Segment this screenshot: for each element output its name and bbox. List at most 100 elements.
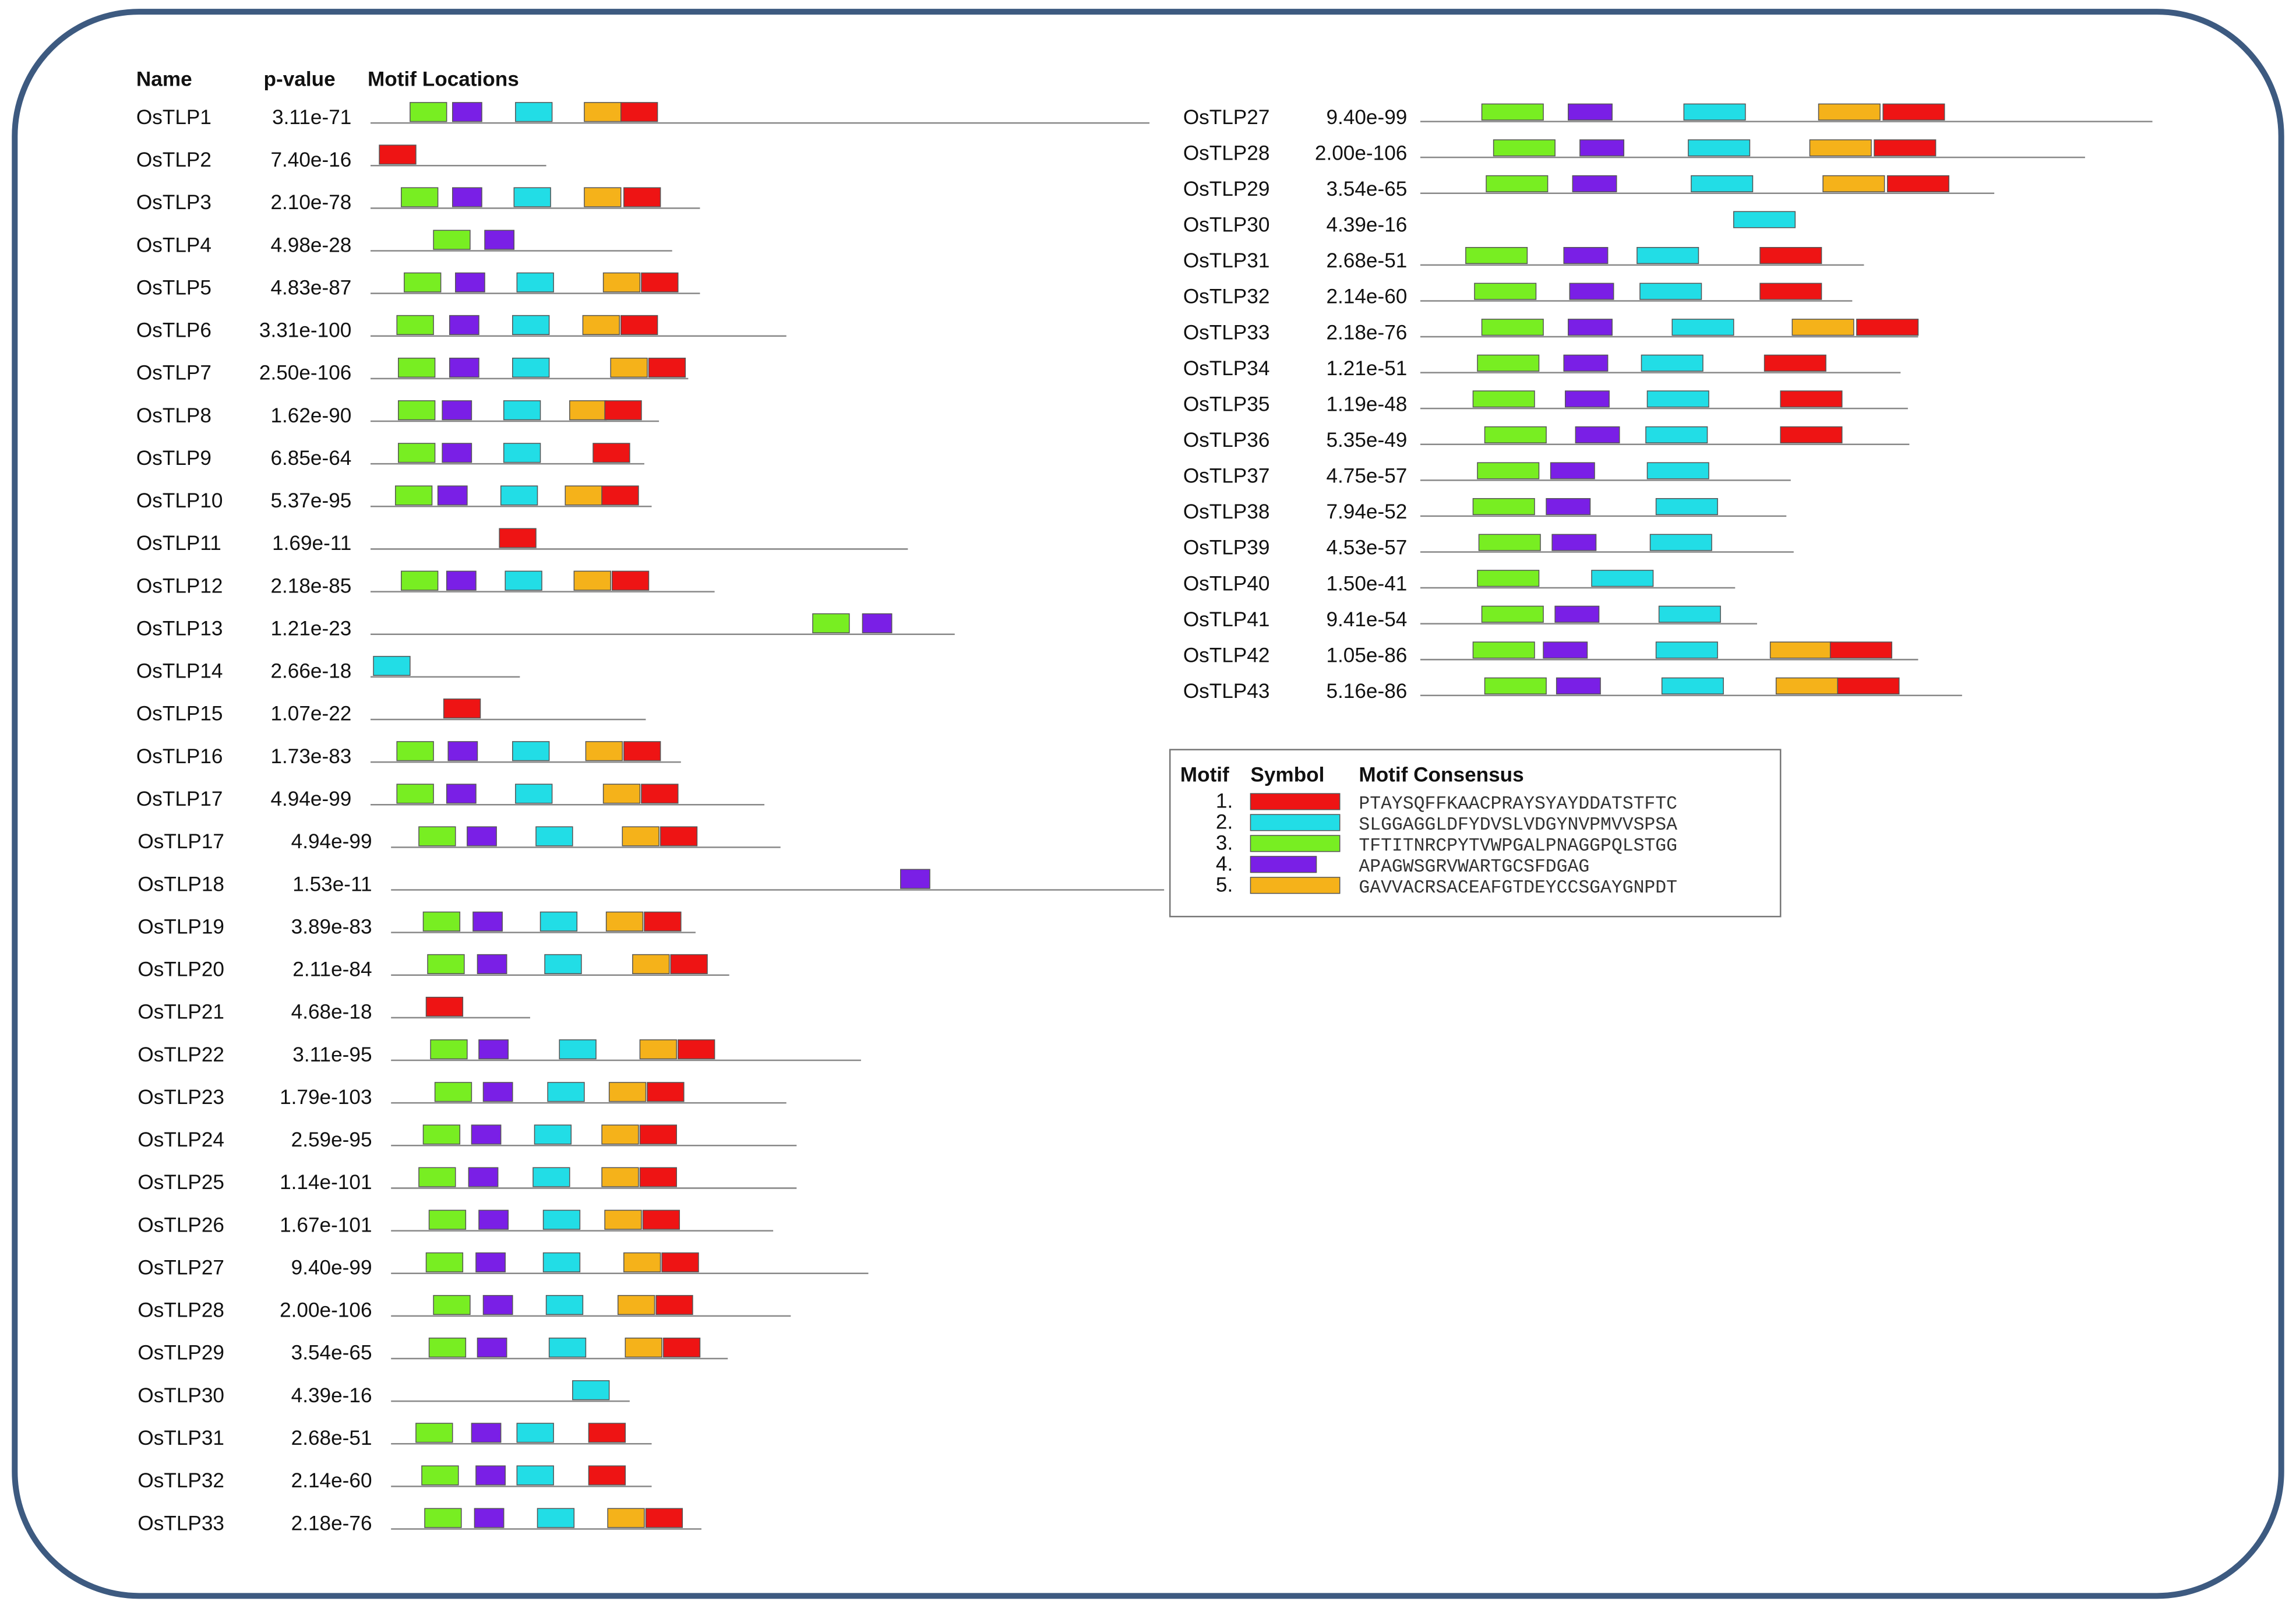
motif-box <box>1646 462 1709 479</box>
motif-box <box>422 1124 461 1145</box>
motif-box <box>1465 246 1528 264</box>
p-value: 4.94e-99 <box>270 788 351 810</box>
gene-name: OsTLP38 <box>1183 500 1270 523</box>
motif-box <box>475 1465 506 1486</box>
motif-box <box>1637 246 1699 264</box>
p-value: 3.31e-100 <box>259 319 351 342</box>
column-header: Name <box>136 68 192 91</box>
motif-number: 1. <box>1216 790 1233 813</box>
motif-box <box>428 1338 467 1358</box>
motif-box <box>418 1167 456 1187</box>
motif-consensus: APAGWSGRVWARTGCSFDGAG <box>1359 857 1589 877</box>
p-value: 6.85e-64 <box>270 447 351 470</box>
motif-box <box>418 826 456 846</box>
gene-name: OsTLP32 <box>1183 285 1270 308</box>
p-value: 4.98e-28 <box>270 234 351 256</box>
p-value: 4.68e-18 <box>291 1001 372 1024</box>
motif-box <box>516 1465 554 1486</box>
motif-box <box>475 1252 506 1272</box>
p-value: 3.54e-65 <box>1326 178 1407 200</box>
gene-name: OsTLP29 <box>137 1342 224 1364</box>
motif-box <box>1568 319 1613 336</box>
motif-box <box>565 485 602 506</box>
motif-box <box>584 102 622 122</box>
motif-box <box>1688 139 1751 157</box>
p-value: 2.50e-106 <box>259 362 351 385</box>
p-value: 9.40e-99 <box>1326 106 1407 129</box>
motif-box <box>670 954 708 975</box>
motif-box <box>443 699 481 719</box>
motif-box <box>1579 139 1625 157</box>
motif-box <box>585 741 623 761</box>
motif-box <box>1775 677 1838 694</box>
gene-name: OsTLP43 <box>1183 680 1270 703</box>
motif-box <box>622 826 659 846</box>
p-value: 2.11e-84 <box>292 958 372 981</box>
gene-name: OsTLP41 <box>1183 608 1270 631</box>
motif-box <box>1639 283 1702 300</box>
motif-consensus: PTAYSQFFKAACPRAYSYAYDDATSTFTC <box>1359 794 1677 814</box>
gene-name: OsTLP8 <box>136 404 211 427</box>
motif-box <box>422 911 461 932</box>
motif-box <box>661 1252 699 1272</box>
motif-box <box>379 144 417 165</box>
gene-name: OsTLP1 <box>136 106 211 129</box>
p-value: 4.75e-57 <box>1326 465 1407 488</box>
gene-name: OsTLP36 <box>1183 429 1270 451</box>
gene-name: OsTLP39 <box>1183 537 1270 559</box>
motif-symbol <box>1250 856 1317 873</box>
p-value: 1.62e-90 <box>270 404 351 427</box>
motif-box <box>401 570 439 591</box>
motif-box <box>1554 605 1600 623</box>
motif-box <box>610 357 648 378</box>
motif-box <box>449 315 479 336</box>
gene-name: OsTLP34 <box>1183 357 1270 380</box>
motif-box <box>601 1124 639 1145</box>
motif-box <box>1481 103 1544 121</box>
motif-box <box>447 741 478 761</box>
motif-box <box>500 485 538 506</box>
motif-box <box>1572 175 1617 192</box>
motif-box <box>1671 319 1734 336</box>
motif-box <box>434 1082 472 1102</box>
p-value: 2.18e-76 <box>291 1512 372 1535</box>
p-value: 9.40e-99 <box>291 1256 372 1279</box>
gene-name: OsTLP14 <box>136 660 223 683</box>
motif-box <box>573 570 611 591</box>
motif-box <box>1563 246 1609 264</box>
motif-box <box>1646 390 1709 408</box>
p-value: 4.39e-16 <box>1326 214 1407 237</box>
motif-box <box>548 1338 587 1358</box>
motif-box <box>499 528 537 548</box>
motif-box <box>1493 139 1556 157</box>
motif-box <box>425 1252 464 1272</box>
motif-box <box>482 1294 513 1315</box>
gene-name: OsTLP30 <box>1183 214 1270 237</box>
motif-box <box>572 1380 610 1401</box>
motif-box <box>482 1082 513 1102</box>
motif-box <box>1829 641 1892 659</box>
p-value: 1.21e-51 <box>1326 357 1407 380</box>
gene-name: OsTLP20 <box>137 958 224 981</box>
p-value: 3.54e-65 <box>291 1342 372 1364</box>
motif-box <box>1551 534 1597 551</box>
motif-box <box>862 613 893 633</box>
p-value: 1.79e-103 <box>280 1086 372 1109</box>
motif-box <box>1683 103 1746 121</box>
motif-box <box>588 1465 626 1486</box>
motif-box <box>604 400 642 421</box>
column-header: Motif Locations <box>368 68 519 91</box>
motif-box <box>534 1124 572 1145</box>
motif-box <box>1837 677 1900 694</box>
motif-box <box>1780 390 1843 408</box>
motif-box <box>559 1039 597 1060</box>
p-value: 1.21e-23 <box>270 617 351 640</box>
motif-box <box>1477 354 1540 372</box>
motif-box <box>584 187 622 207</box>
motif-box <box>1575 426 1620 443</box>
motif-consensus: GAVVACRSACEAFGTDEYCCSGAYGNPDT <box>1359 878 1677 898</box>
motif-box <box>607 1508 645 1528</box>
motif-box <box>428 1209 467 1230</box>
motif-box <box>1759 246 1822 264</box>
